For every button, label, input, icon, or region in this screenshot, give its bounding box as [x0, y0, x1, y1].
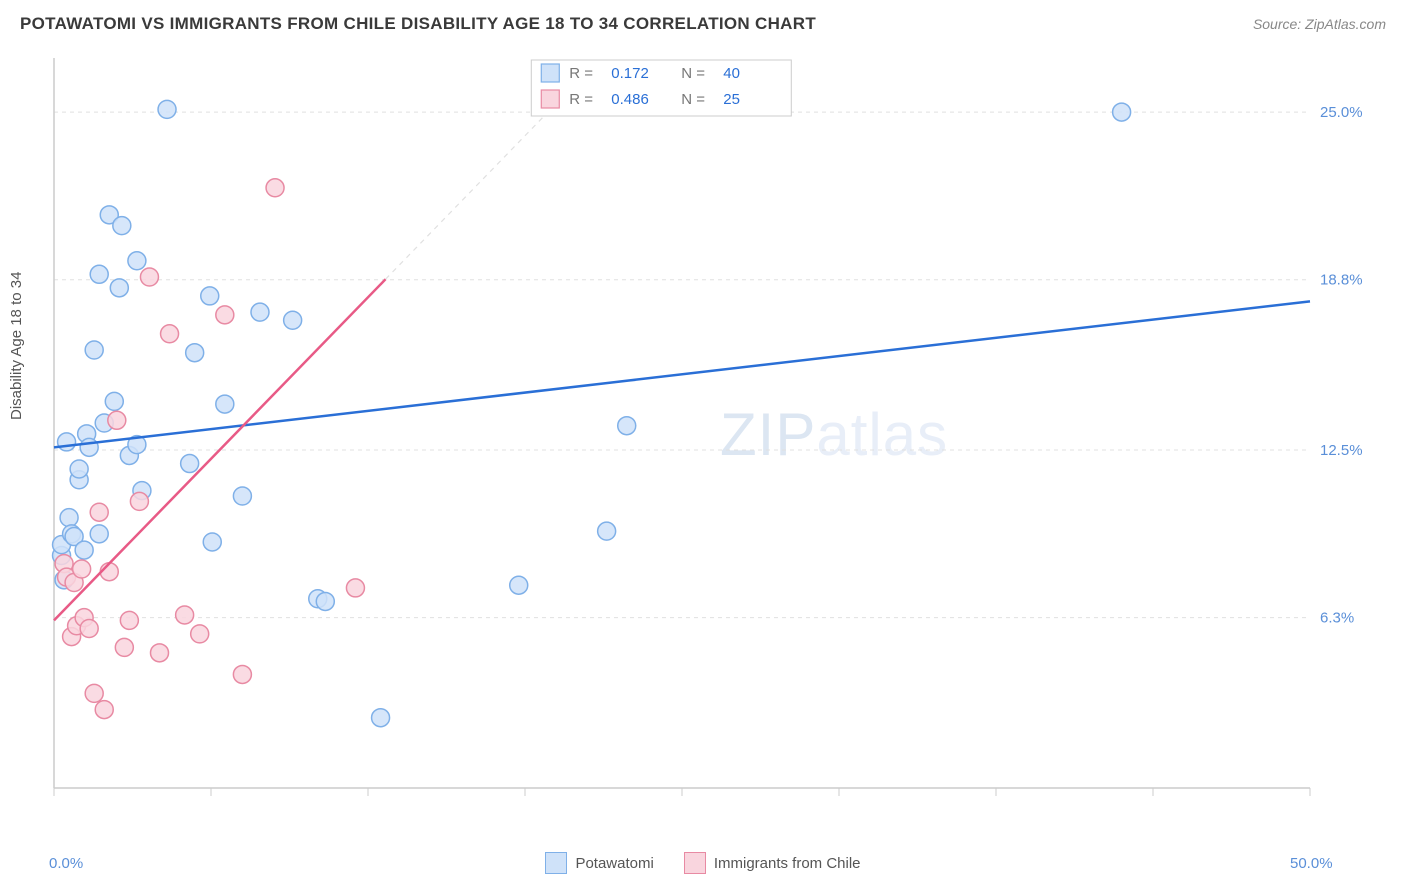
svg-text:R =: R =: [569, 65, 593, 82]
svg-text:0.172: 0.172: [611, 65, 649, 82]
legend-swatch-icon: [545, 852, 567, 874]
chart-title: POTAWATOMI VS IMMIGRANTS FROM CHILE DISA…: [20, 14, 816, 34]
legend-item-chile: Immigrants from Chile: [684, 852, 861, 874]
svg-text:25: 25: [723, 91, 740, 108]
legend-item-potawatomi: Potawatomi: [545, 852, 653, 874]
svg-text:0.486: 0.486: [611, 91, 649, 108]
legend-label: Immigrants from Chile: [714, 855, 861, 872]
svg-text:12.5%: 12.5%: [1320, 442, 1363, 459]
svg-text:40: 40: [723, 65, 740, 82]
bottom-legend: Potawatomi Immigrants from Chile: [0, 852, 1406, 874]
y-axis-label: Disability Age 18 to 34: [8, 272, 25, 420]
chart-plot-area: 6.3% 12.5% 18.8% 25.0% R = 0.172 N = 40 R = 0.486…: [50, 48, 1370, 828]
x-axis-max-label: 50.0%: [1290, 855, 1333, 872]
svg-text:6.3%: 6.3%: [1320, 610, 1354, 627]
chart-header: POTAWATOMI VS IMMIGRANTS FROM CHILE DISA…: [0, 0, 1406, 48]
legend-swatch-icon: [684, 852, 706, 874]
svg-text:R =: R =: [569, 91, 593, 108]
scatter-chart-svg: 6.3% 12.5% 18.8% 25.0% R = 0.172 N = 40 R = 0.486…: [50, 48, 1370, 828]
svg-text:25.0%: 25.0%: [1320, 104, 1363, 121]
svg-text:18.8%: 18.8%: [1320, 272, 1363, 289]
svg-text:N =: N =: [681, 91, 705, 108]
legend-label: Potawatomi: [575, 855, 653, 872]
source-attribution: Source: ZipAtlas.com: [1253, 16, 1386, 32]
x-axis-min-label: 0.0%: [49, 855, 83, 872]
svg-text:N =: N =: [681, 65, 705, 82]
